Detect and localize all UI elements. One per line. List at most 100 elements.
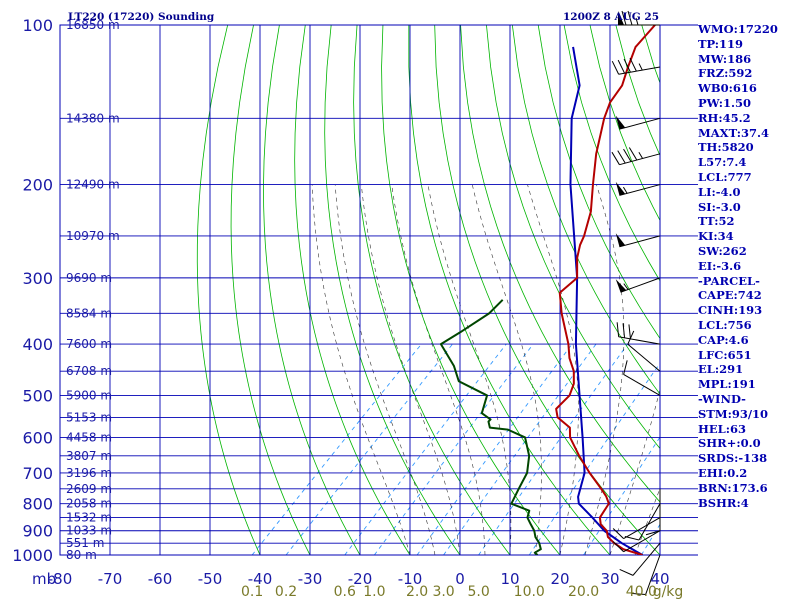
temperature-tick-label: -80 <box>48 570 73 588</box>
temperature-tick-label: 10 <box>500 570 519 588</box>
height-label: 3196 m <box>66 466 112 480</box>
mixing-ratio-label: 0.2 <box>275 584 297 600</box>
wind-barb <box>616 322 661 345</box>
moist-adiabat <box>527 184 579 555</box>
mixing-ratio-label: 20.0 <box>568 584 599 600</box>
mixing-ratio-label: 3.0 <box>432 584 454 600</box>
index-line: PW:1.50 <box>698 95 752 110</box>
height-label: 2609 m <box>66 482 112 496</box>
wind-barb <box>615 277 661 293</box>
mixing-ratio-unit-label: g/kg <box>653 584 684 600</box>
wind-barb <box>611 57 661 75</box>
pressure-tick-label: 1000 <box>12 546 53 565</box>
index-line: SI:-3.0 <box>698 199 741 214</box>
mixing-ratio-label: 5.0 <box>467 584 489 600</box>
height-label: 4458 m <box>66 430 112 444</box>
index-line: FRZ:592 <box>698 66 753 81</box>
mixing-ratio-label: 2.0 <box>406 584 428 600</box>
index-line: EHI:0.2 <box>698 465 748 480</box>
temperature-tick-label: -10 <box>398 570 423 588</box>
moist-adiabat <box>471 184 542 555</box>
indices-panel: WMO:17220 TP:119 MW:186 FRZ:592 WB0:616 PW:1.… <box>698 22 798 510</box>
pressure-tick-label: 700 <box>22 464 53 483</box>
wind-barb <box>623 360 661 396</box>
height-label: 8584 m <box>66 306 112 320</box>
temperature-tick-label: -30 <box>298 570 323 588</box>
wind-barb <box>612 530 661 553</box>
pressure-tick-label: 800 <box>22 495 53 514</box>
mixing-ratio-label: 10.0 <box>514 584 545 600</box>
wind-barb <box>615 115 661 130</box>
wind-barb <box>631 554 661 595</box>
height-label: 5900 m <box>66 388 112 402</box>
pressure-tick-label: 900 <box>22 522 53 541</box>
index-line: SRDS:-138 <box>698 451 768 466</box>
pressure-tick-label: 600 <box>22 428 53 447</box>
height-label: 6708 m <box>66 364 112 378</box>
temperature-trace <box>555 25 656 555</box>
height-label: 1532 m <box>66 511 112 525</box>
temperature-tick-label: 30 <box>600 570 619 588</box>
height-label: 16850 m <box>66 18 120 32</box>
index-line: WB0:616 <box>698 81 757 96</box>
index-line: L57:7.4 <box>698 155 747 170</box>
height-label: 10970 m <box>66 229 120 243</box>
temperature-tick-label: -40 <box>248 570 273 588</box>
wind-barb <box>645 488 661 536</box>
index-line: HEL:63 <box>698 421 746 436</box>
index-line: RH:45.2 <box>698 110 751 125</box>
index-line: LFC:651 <box>698 347 752 362</box>
temperature-tick-label: -60 <box>148 570 173 588</box>
pressure-tick-label: 300 <box>22 269 53 288</box>
temperature-tick-label: 40 <box>650 570 669 588</box>
index-line: MW:186 <box>698 51 752 66</box>
wind-barb <box>615 181 661 196</box>
height-label: 3807 m <box>66 449 112 463</box>
height-label: 1033 m <box>66 524 112 538</box>
mixing-ratio-label: 0.6 <box>334 584 356 600</box>
index-line: WMO:17220 <box>698 22 778 36</box>
index-line: SHR+:0.0 <box>698 436 761 451</box>
index-line: BRN:173.6 <box>698 480 768 495</box>
index-line: EI:-3.6 <box>698 258 742 273</box>
index-line: CINH:193 <box>698 303 763 318</box>
sounding-title: LT220 (17220) Sounding <box>68 11 215 23</box>
index-line: SW:262 <box>698 243 747 258</box>
temperature-tick-label: -20 <box>348 570 373 588</box>
index-line: BSHR:4 <box>698 495 749 510</box>
index-line: KI:34 <box>698 229 734 244</box>
index-line: MAXT:37.4 <box>698 125 769 140</box>
moist-adiabat <box>634 487 660 555</box>
temperature-tick-label: -50 <box>198 570 223 588</box>
mixing-ratio-label: 1.0 <box>363 584 385 600</box>
pressure-tick-label: 400 <box>22 335 53 354</box>
index-line: EL:291 <box>698 362 744 377</box>
height-label: 5153 m <box>66 410 112 424</box>
index-line: LI:-4.0 <box>698 184 741 199</box>
temperature-tick-label: 20 <box>550 570 569 588</box>
height-label: 2058 m <box>66 497 112 511</box>
wind-barb <box>615 233 661 248</box>
parcel-trace <box>569 46 643 555</box>
height-label: 80 m <box>66 548 97 562</box>
index-line: TH:5820 <box>698 140 754 155</box>
height-label: 9690 m <box>66 271 112 285</box>
pressure-tick-label: 200 <box>22 176 53 195</box>
temperature-tick-label: -70 <box>98 570 123 588</box>
temperature-tick-label: 0 <box>455 570 465 588</box>
index-line: STM:93/10 <box>698 406 769 421</box>
moist-adiabat <box>427 184 512 555</box>
pressure-tick-label: 100 <box>22 16 53 35</box>
index-line: TP:119 <box>698 36 744 51</box>
index-line: CAP:4.6 <box>698 332 749 347</box>
index-line: LCL:777 <box>698 169 752 184</box>
index-line: CAPE:742 <box>698 288 762 303</box>
height-label: 551 m <box>66 536 104 550</box>
wind-barb <box>618 10 660 26</box>
index-line: LCL:756 <box>698 317 752 332</box>
mixing-ratio-label: 0.1 <box>241 584 263 600</box>
wind-barb <box>627 330 661 372</box>
moist-adiabat <box>311 184 411 555</box>
